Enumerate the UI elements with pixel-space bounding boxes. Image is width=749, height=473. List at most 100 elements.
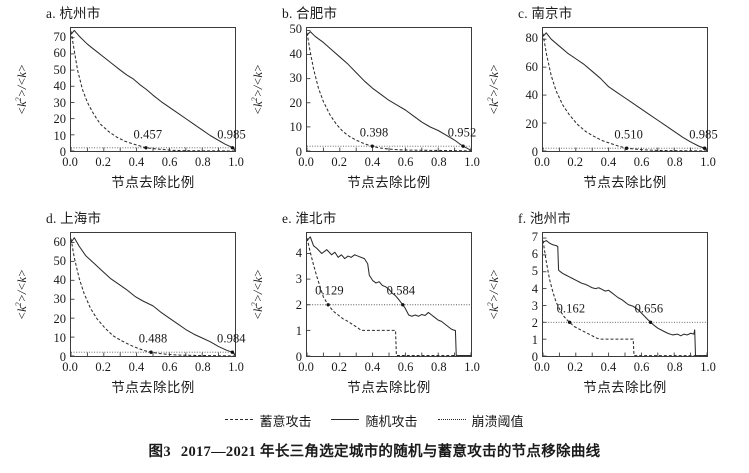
x-tick-label: 0.6: [161, 155, 178, 169]
x-tick-label: 0.4: [128, 360, 145, 374]
y-tick-label: 70: [53, 29, 67, 44]
series-intentional-attack: [307, 32, 471, 151]
x-tick-label: 0.4: [364, 360, 381, 374]
x-tick-label: 0.2: [567, 360, 583, 374]
threshold-marker: [149, 350, 153, 354]
panel-f-curves: [543, 237, 707, 356]
x-tick-label: 0.0: [298, 360, 314, 374]
y-tick-label: 60: [53, 234, 67, 249]
threshold-annotation: 0.985: [689, 127, 718, 142]
series-intentional-attack: [71, 31, 235, 151]
x-tick-label: 0.6: [161, 360, 178, 374]
y-tick-label: 60: [53, 46, 67, 61]
y-tick-label: 20: [289, 95, 303, 110]
panel-e-xlabel: 节点去除比例: [347, 380, 431, 395]
threshold-marker: [624, 146, 629, 150]
threshold-annotation: 0.510: [614, 127, 643, 142]
legend-label: 崩溃阈值: [471, 413, 524, 429]
y-tick-label: 0: [531, 144, 538, 159]
panel-f-plot: [542, 232, 708, 357]
legend-label: 蓄意攻击: [259, 413, 312, 429]
panel-a-yticks: 0 10 20 30 40 50 60 70: [30, 27, 67, 158]
dashed-line-icon: [225, 416, 254, 424]
panel-b-xlabel: 节点去除比例: [347, 175, 431, 190]
panel-c: c. 南京市 <k2>/<k> 0 20 40 60 80 0.0 0.2 0.4 0.6 0.…: [472, 0, 718, 200]
y-tick-label: 20: [53, 111, 67, 126]
x-tick-label: 0.6: [397, 360, 414, 374]
y-tick-label: 20: [525, 116, 539, 131]
caption-number: 图3: [148, 444, 171, 460]
panel-a-xlabel: 节点去除比例: [111, 175, 195, 190]
panel-e-curves: [307, 236, 471, 356]
x-tick-label: 0.8: [430, 360, 447, 374]
y-tick-label: 0: [295, 349, 302, 364]
x-tick-label: 0.6: [633, 155, 650, 169]
panel-b-title: b. 合肥市: [282, 6, 338, 21]
x-tick-label: 0.2: [331, 360, 347, 374]
x-tick-label: 0.4: [364, 155, 381, 169]
threshold-marker: [144, 146, 148, 150]
x-tick-label: 0.8: [666, 155, 683, 169]
series-random-attack: [307, 31, 471, 151]
panel-d-xticks: 0.0 0.2 0.4 0.6 0.8 1.0: [62, 360, 244, 377]
panel-c-curves: [543, 32, 707, 151]
threshold-annotation: 0.584: [386, 283, 416, 298]
panel-c-yticks: 0 20 40 60 80: [502, 27, 539, 158]
threshold-marker: [648, 320, 653, 324]
x-tick-label: 0.4: [128, 155, 145, 169]
panel-a-xticks: 0.0 0.2 0.4 0.6 0.8 1.0: [62, 155, 244, 172]
panel-a-title: a. 杭州市: [46, 6, 101, 21]
x-tick-label: 0.0: [534, 155, 550, 169]
threshold-marker: [461, 144, 465, 148]
panel-b: b. 合肥市 <k2>/<k> 0 10 20 30 40 50 0.0 0.2 0.4 0.6…: [236, 0, 479, 200]
x-tick-label: 0.0: [62, 360, 78, 374]
x-tick-label: 0.2: [331, 155, 347, 169]
series-random-attack: [71, 237, 235, 356]
threshold-annotation: 0.129: [315, 283, 344, 298]
x-tick-label: 1.0: [700, 360, 716, 374]
y-tick-label: 6: [531, 247, 538, 261]
threshold-annotation: 0.952: [447, 125, 477, 140]
threshold-annotation: 0.162: [556, 301, 586, 316]
x-tick-label: 0.0: [534, 360, 550, 374]
series-random-attack: [71, 29, 235, 151]
panel-b-ylabel: <k2>/<k>: [249, 63, 266, 116]
panel-a-curves: [71, 29, 235, 151]
series-random-attack: [543, 32, 707, 151]
panel-f-yticks: 0 1 2 3 4 5 6 7: [502, 229, 538, 363]
caption-text: 2017—2021 年长三角选定城市的随机与蓄意攻击的节点移除曲线: [180, 444, 601, 460]
y-tick-label: 0: [59, 144, 66, 159]
x-tick-label: 1.0: [464, 360, 480, 374]
legend-item: 随机攻击: [331, 411, 418, 430]
y-tick-label: 0: [531, 349, 538, 364]
y-tick-label: 4: [295, 245, 302, 260]
y-tick-label: 60: [525, 59, 539, 74]
y-tick-label: 40: [53, 272, 67, 287]
threshold-marker: [702, 146, 707, 150]
y-tick-label: 0: [295, 144, 302, 159]
panel-b-plot: [306, 27, 472, 152]
x-tick-label: 0.4: [600, 155, 617, 169]
x-tick-label: 0.2: [567, 155, 583, 169]
x-tick-label: 0.6: [633, 360, 650, 374]
x-tick-label: 0.8: [430, 155, 447, 169]
panel-e-plot: [306, 232, 472, 357]
y-tick-label: 50: [289, 22, 303, 37]
series-intentional-attack: [307, 238, 471, 356]
series-intentional-attack: [71, 238, 235, 356]
y-tick-label: 30: [53, 292, 67, 307]
y-tick-label: 3: [531, 298, 538, 313]
panel-b-yticks: 0 10 20 30 40 50: [266, 23, 303, 158]
y-tick-label: 10: [289, 120, 303, 135]
x-tick-label: 1.0: [228, 155, 244, 169]
legend-item: 蓄意攻击: [225, 411, 311, 430]
threshold-annotation: 0.985: [217, 127, 246, 142]
y-tick-label: 0: [59, 349, 66, 364]
x-tick-label: 0.2: [95, 155, 111, 169]
y-tick-label: 7: [531, 229, 538, 244]
panel-f-ylabel: <k2>/<k>: [485, 268, 502, 321]
panel-c-xticks: 0.0 0.2 0.4 0.6 0.8 1.0: [534, 155, 716, 172]
panel-f-xlabel: 节点去除比例: [583, 380, 667, 395]
panel-e: e. 淮北市 <k2>/<k> 0 1 2 3 4 0.0 0.2 0.4 0.6 0.8 1.0…: [236, 205, 479, 405]
